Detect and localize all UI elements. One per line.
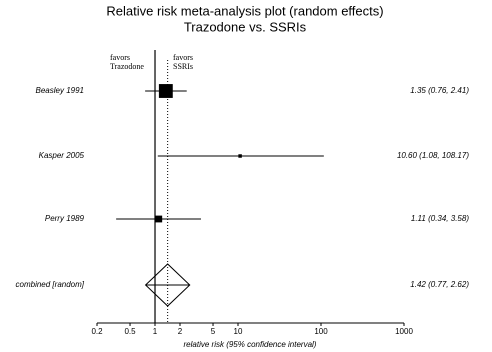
value-label: 1.11 (0.34, 3.58) <box>411 214 469 223</box>
favors-left: favors <box>110 53 130 62</box>
estimate-box <box>155 215 163 223</box>
x-tick-label: 0.5 <box>124 327 136 336</box>
value-label: 1.35 (0.76, 2.41) <box>410 86 469 95</box>
favors-right: favors <box>173 53 193 62</box>
x-axis-label: relative risk (95% confidence interval) <box>184 340 317 349</box>
study-label: combined [random] <box>16 280 85 289</box>
chart-subtitle: Trazodone vs. SSRIs <box>184 19 307 34</box>
x-tick-label: 2 <box>178 327 183 336</box>
x-tick-label: 0.2 <box>91 327 103 336</box>
estimate-box <box>238 154 242 158</box>
favors-left: Trazodone <box>110 62 144 71</box>
x-tick-label: 100 <box>314 327 328 336</box>
x-tick-label: 1000 <box>395 327 413 336</box>
x-tick-label: 5 <box>211 327 216 336</box>
x-tick-label: 1 <box>153 327 158 336</box>
value-label: 10.60 (1.08, 108.17) <box>397 151 469 160</box>
study-label: Beasley 1991 <box>36 86 84 95</box>
study-label: Perry 1989 <box>45 214 85 223</box>
study-label: Kasper 2005 <box>39 151 85 160</box>
chart-title: Relative risk meta-analysis plot (random… <box>106 3 383 18</box>
estimate-box <box>158 84 173 98</box>
value-label: 1.42 (0.77, 2.62) <box>410 280 469 289</box>
x-tick-label: 10 <box>234 327 243 336</box>
favors-right: SSRIs <box>173 62 193 71</box>
combined-diamond <box>144 263 191 307</box>
